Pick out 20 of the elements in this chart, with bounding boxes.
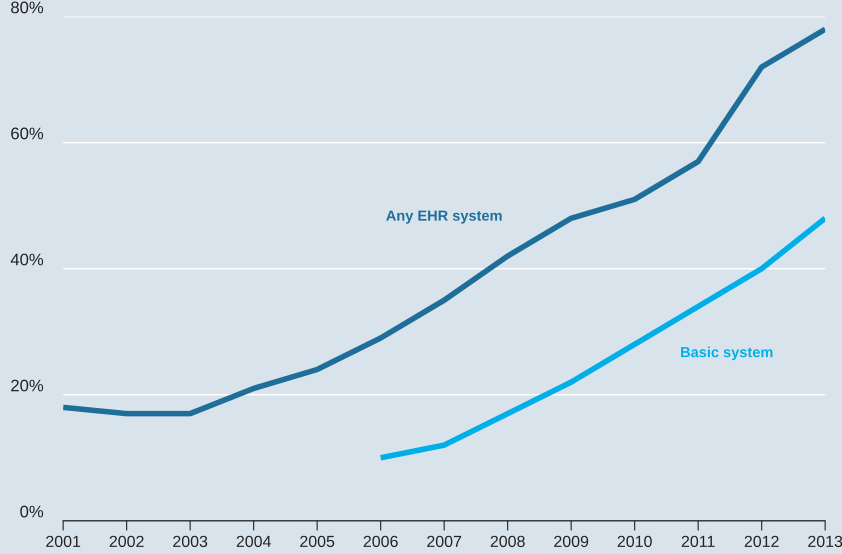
y-tick-label: 60% — [11, 128, 44, 140]
x-tick-label: 2003 — [173, 536, 208, 548]
x-tick-label: 2008 — [490, 536, 525, 548]
x-tick-label: 2001 — [46, 536, 80, 548]
x-tick-label: 2009 — [554, 536, 588, 548]
x-tick-label: 2002 — [110, 536, 144, 548]
x-tick-label: 2007 — [427, 536, 462, 548]
x-tick-label: 2005 — [300, 536, 334, 548]
text: Any EHR system — [386, 210, 502, 224]
x-tick-label: 2010 — [618, 536, 652, 548]
y-tick-label: 40% — [10, 254, 44, 266]
y-tick-label: 20% — [11, 380, 44, 392]
x-tick-label: 2012 — [744, 536, 779, 548]
y-tick-label: 0% — [20, 506, 44, 518]
x-tick-label: 2006 — [364, 536, 398, 548]
x-tick-label: 2013 — [808, 536, 842, 548]
x-tick-label: 2004 — [236, 536, 271, 548]
x-tick-label: 2011 — [682, 536, 715, 548]
y-tick-label: 80% — [11, 2, 44, 14]
series-label: Basic system — [681, 346, 772, 360]
